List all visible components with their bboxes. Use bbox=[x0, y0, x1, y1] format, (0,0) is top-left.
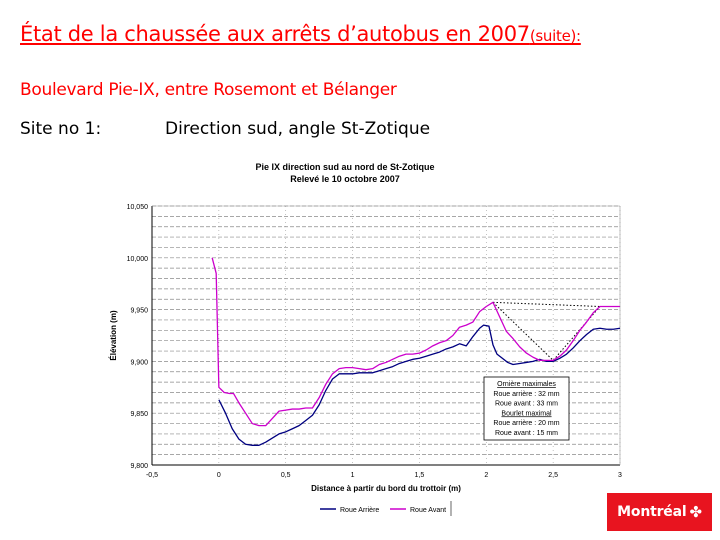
slide-subtitle: Boulevard Pie-IX, entre Rosemont et Béla… bbox=[20, 80, 397, 100]
y-tick-label: 9,900 bbox=[130, 359, 148, 366]
info-box-line: Ornière maximales bbox=[497, 381, 556, 388]
series-line-roue-avant bbox=[211, 257, 620, 427]
y-tick-label: 9,950 bbox=[130, 308, 148, 315]
x-tick-label: 1 bbox=[351, 472, 355, 479]
chart-legend: Roue Arrière Roue Avant bbox=[320, 501, 452, 516]
chart-axis-labels: Distance à partir du bord du trottoir (m… bbox=[109, 310, 461, 493]
info-box-line: Roue arrière : 32 mm bbox=[493, 391, 559, 398]
chart-annotation-lines bbox=[492, 301, 601, 362]
info-box-line: Bourlet maximal bbox=[501, 410, 552, 417]
slide-title-suffix: (suite): bbox=[529, 27, 581, 45]
chart-title-line-2: Relevé le 10 octobre 2007 bbox=[290, 174, 400, 184]
site-label: Site no 1: bbox=[20, 119, 102, 139]
info-box-line: Roue avant : 33 mm bbox=[495, 401, 558, 408]
chart-info-box: Ornière maximales Roue arrière : 32 mm Rou… bbox=[483, 376, 570, 441]
series-line-roue-arriere bbox=[218, 324, 621, 446]
montreal-logo: Montréal ✤ bbox=[607, 493, 712, 531]
chart-title-line-1: Pie IX direction sud au nord de St-Zotiq… bbox=[255, 162, 434, 172]
annotation-line bbox=[492, 301, 600, 307]
annotation-line bbox=[492, 301, 601, 362]
x-tick-label: 1,5 bbox=[415, 472, 425, 479]
slide-title: État de la chaussée aux arrêts d’autobus… bbox=[20, 22, 581, 46]
x-axis-label: Distance à partir du bord du trottoir (m… bbox=[311, 484, 461, 493]
chart-tick-labels: 9,800 9,850 9,900 9,950 10,000 10,050 -0,5 0 0,5… bbox=[127, 204, 622, 479]
chart-axes bbox=[151, 205, 621, 466]
chart-title: Pie IX direction sud au nord de St-Zotiq… bbox=[255, 162, 434, 184]
site-description: Direction sud, angle St-Zotique bbox=[165, 119, 431, 139]
logo-text: Montréal bbox=[617, 504, 687, 520]
y-tick-label: 10,000 bbox=[127, 256, 149, 263]
y-tick-label: 10,050 bbox=[127, 204, 149, 211]
x-tick-label: 0,5 bbox=[281, 472, 291, 479]
chart-series bbox=[211, 257, 621, 446]
x-tick-label: 2 bbox=[484, 472, 488, 479]
x-tick-label: -0,5 bbox=[146, 472, 158, 479]
slide-title-text: État de la chaussée aux arrêts d’autobus… bbox=[20, 22, 530, 46]
info-box-line: Roue avant : 15 mm bbox=[495, 430, 558, 437]
legend-label: Roue Arrière bbox=[340, 507, 379, 514]
y-axis-label: Élévation (m) bbox=[109, 310, 118, 361]
x-tick-label: 0 bbox=[217, 472, 221, 479]
y-tick-label: 9,800 bbox=[130, 463, 148, 470]
x-tick-label: 2,5 bbox=[548, 472, 558, 479]
montreal-rosette-icon: ✤ bbox=[689, 503, 702, 521]
info-box-line: Roue arrière : 20 mm bbox=[493, 420, 559, 427]
info-box-frame bbox=[483, 376, 570, 441]
x-tick-label: 3 bbox=[618, 472, 622, 479]
legend-label: Roue Avant bbox=[410, 507, 446, 514]
y-tick-label: 9,850 bbox=[130, 411, 148, 418]
